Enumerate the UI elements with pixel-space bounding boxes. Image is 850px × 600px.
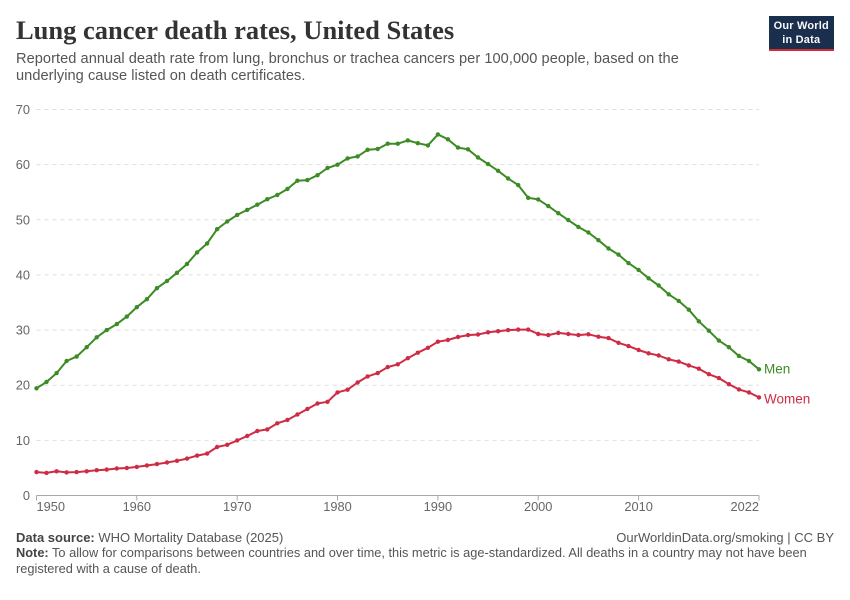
svg-text:50: 50 [16, 212, 30, 227]
svg-text:1990: 1990 [424, 499, 452, 514]
svg-text:2022: 2022 [731, 499, 759, 514]
svg-text:2010: 2010 [624, 499, 652, 514]
svg-text:2000: 2000 [524, 499, 552, 514]
svg-text:1970: 1970 [223, 499, 251, 514]
svg-text:Men: Men [764, 362, 790, 377]
svg-text:10: 10 [16, 433, 30, 448]
svg-text:1980: 1980 [323, 499, 351, 514]
svg-text:0: 0 [23, 488, 30, 503]
svg-text:1950: 1950 [37, 499, 65, 514]
svg-text:30: 30 [16, 323, 30, 338]
svg-text:60: 60 [16, 157, 30, 172]
svg-text:70: 70 [16, 102, 30, 117]
svg-text:Women: Women [764, 392, 810, 407]
svg-text:40: 40 [16, 267, 30, 282]
svg-text:1960: 1960 [123, 499, 151, 514]
svg-text:20: 20 [16, 378, 30, 393]
